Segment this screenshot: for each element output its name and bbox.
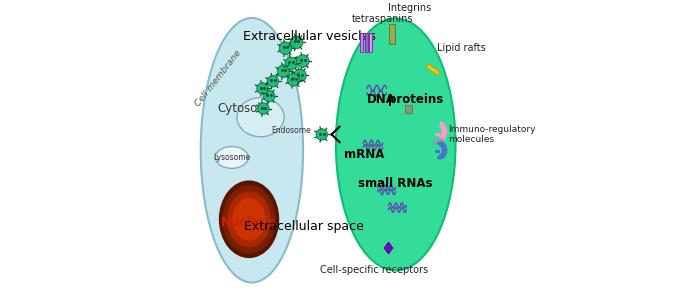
Circle shape bbox=[290, 36, 303, 49]
Text: Integrins: Integrins bbox=[388, 3, 431, 13]
Circle shape bbox=[285, 57, 298, 70]
Circle shape bbox=[316, 129, 327, 140]
Bar bbox=[369, 33, 372, 53]
Ellipse shape bbox=[223, 185, 275, 253]
Text: tetraspanins: tetraspanins bbox=[351, 14, 413, 24]
Text: small RNAs: small RNAs bbox=[358, 177, 433, 190]
Circle shape bbox=[267, 75, 279, 87]
Text: Extracellular vesicles: Extracellular vesicles bbox=[243, 30, 376, 43]
Bar bbox=[406, 105, 412, 113]
Text: Cell-specific receptors: Cell-specific receptors bbox=[320, 265, 428, 275]
Ellipse shape bbox=[227, 191, 271, 247]
Circle shape bbox=[297, 55, 309, 67]
Text: DNA: DNA bbox=[367, 93, 396, 106]
Polygon shape bbox=[434, 139, 443, 144]
Text: Endosome: Endosome bbox=[271, 126, 311, 135]
Ellipse shape bbox=[201, 18, 303, 283]
Polygon shape bbox=[426, 64, 440, 75]
Bar bbox=[434, 133, 440, 136]
Circle shape bbox=[294, 69, 306, 82]
Text: mRNA: mRNA bbox=[344, 148, 384, 161]
Ellipse shape bbox=[219, 180, 279, 258]
Circle shape bbox=[287, 73, 300, 86]
Circle shape bbox=[279, 42, 292, 55]
Text: Lipid rafts: Lipid rafts bbox=[437, 43, 486, 53]
Text: Extracellular space: Extracellular space bbox=[244, 220, 364, 233]
Circle shape bbox=[264, 90, 275, 102]
Polygon shape bbox=[384, 242, 393, 254]
Bar bbox=[364, 33, 368, 53]
Text: proteins: proteins bbox=[388, 93, 443, 106]
Circle shape bbox=[257, 83, 269, 94]
Circle shape bbox=[258, 103, 269, 114]
Text: Cell membrane: Cell membrane bbox=[193, 49, 243, 108]
Text: Immuno-regulatory
molecules: Immuno-regulatory molecules bbox=[449, 125, 536, 144]
Circle shape bbox=[277, 65, 290, 77]
Ellipse shape bbox=[215, 147, 248, 168]
Bar bbox=[360, 33, 364, 53]
Text: Lysosome: Lysosome bbox=[213, 153, 251, 162]
Bar bbox=[389, 24, 395, 44]
Bar bbox=[435, 150, 440, 153]
Ellipse shape bbox=[336, 18, 456, 271]
Ellipse shape bbox=[232, 198, 266, 241]
Ellipse shape bbox=[237, 98, 284, 137]
Text: Cytosol: Cytosol bbox=[217, 102, 261, 115]
Text: Nucleus: Nucleus bbox=[221, 216, 277, 229]
